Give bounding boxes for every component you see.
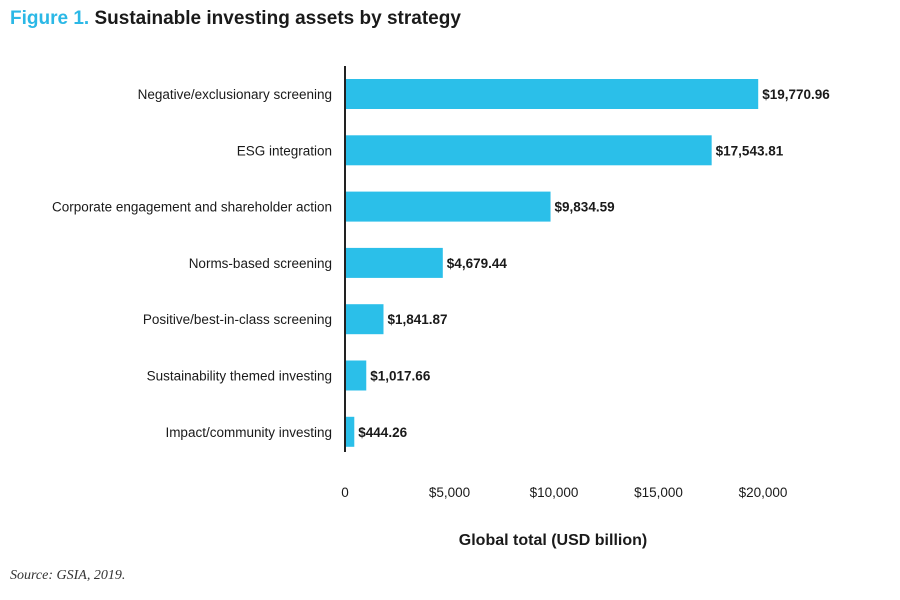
data-label: $9,834.59 xyxy=(555,200,615,215)
x-tick-label: 0 xyxy=(341,485,349,500)
data-label: $1,017.66 xyxy=(370,369,431,384)
x-tick-label: $15,000 xyxy=(634,485,683,500)
category-label: Positive/best-in-class screening xyxy=(143,312,332,327)
category-label: ESG integration xyxy=(237,143,332,158)
x-tick-label: $5,000 xyxy=(429,485,470,500)
bar xyxy=(345,304,384,335)
bar xyxy=(345,247,443,278)
data-label: $19,770.96 xyxy=(762,87,830,102)
data-label: $444.26 xyxy=(358,425,407,440)
source-note: Source: GSIA, 2019. xyxy=(10,568,126,583)
bar xyxy=(345,416,355,447)
bar xyxy=(345,360,367,391)
data-label: $17,543.81 xyxy=(716,143,784,158)
x-axis-title: Global total (USD billion) xyxy=(459,532,647,549)
data-label: $1,841.87 xyxy=(387,312,447,327)
category-label: Negative/exclusionary screening xyxy=(138,87,332,102)
category-label: Corporate engagement and shareholder act… xyxy=(52,200,332,215)
x-tick-label: $20,000 xyxy=(739,485,788,500)
category-label: Impact/community investing xyxy=(165,425,332,440)
x-tick-label: $10,000 xyxy=(530,485,579,500)
figure-name: Sustainable investing assets by strategy xyxy=(94,8,461,29)
data-label: $4,679.44 xyxy=(447,256,508,271)
bar xyxy=(345,79,759,109)
bar xyxy=(345,135,712,166)
figure-label: Figure 1. xyxy=(10,8,90,29)
figure-title: Figure 1. Sustainable investing assets b… xyxy=(10,8,461,30)
category-label: Norms-based screening xyxy=(189,256,332,271)
category-label: Sustainability themed investing xyxy=(147,369,332,384)
bar xyxy=(345,191,551,222)
